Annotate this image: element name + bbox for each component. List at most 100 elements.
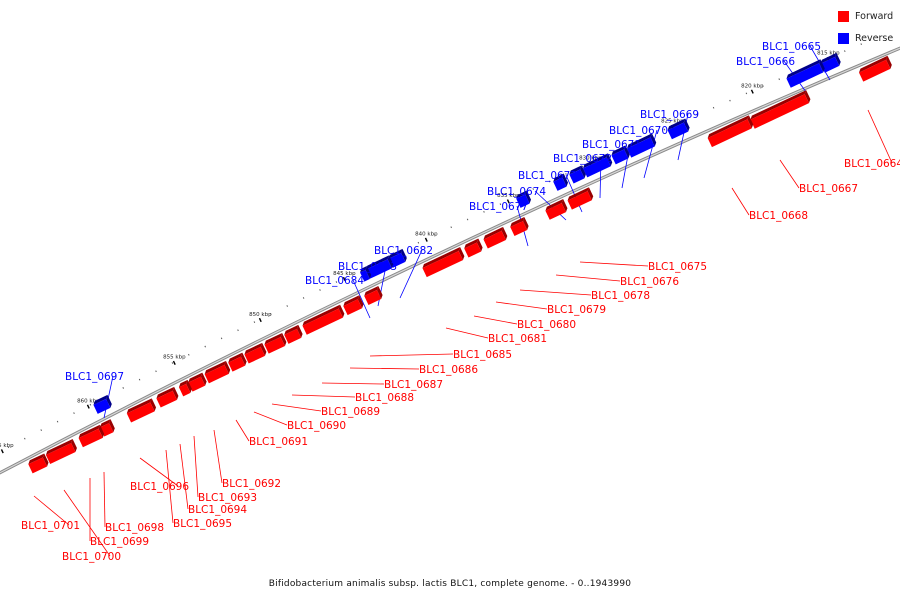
gene-BLC1_0678[interactable]: [509, 216, 530, 237]
gene-label[interactable]: BLC1_0680: [517, 319, 576, 331]
minor-tick: [237, 329, 239, 332]
gene-BLC1_0674[interactable]: [552, 173, 569, 191]
minor-tick: [40, 429, 42, 431]
gene-top-face: [820, 52, 837, 64]
gene-BLC1_0697[interactable]: [92, 394, 113, 414]
gene-BLC1_0687[interactable]: [301, 304, 345, 335]
gene-label[interactable]: BLC1_0682: [374, 245, 433, 257]
label-line: [165, 449, 174, 524]
gene-BLC1_0677[interactable]: [515, 190, 532, 208]
gene-BLC1_0664[interactable]: [858, 55, 893, 82]
gene-label[interactable]: BLC1_0666: [736, 56, 795, 68]
gene-BLC1_0683[interactable]: [365, 255, 395, 279]
gene-label[interactable]: BLC1_0667: [799, 183, 858, 195]
gene-label[interactable]: BLC1_0674: [487, 186, 546, 198]
gene-body: [464, 242, 482, 258]
gene-side-face: [172, 386, 179, 400]
minor-tick: [483, 210, 485, 213]
gene-BLC1_0681[interactable]: [421, 247, 465, 278]
gene-BLC1_0672[interactable]: [582, 153, 614, 178]
gene-label[interactable]: BLC1_0699: [90, 536, 149, 548]
gene-label[interactable]: BLC1_0689: [321, 406, 380, 418]
gene-label[interactable]: BLC1_0672: [553, 153, 612, 165]
gene-BLC1_0676[interactable]: [544, 199, 569, 220]
gene-BLC1_0680[interactable]: [463, 238, 484, 258]
gene-BLC1_0675[interactable]: [566, 187, 594, 210]
label-line: [33, 495, 70, 526]
gene-BLC1_0666[interactable]: [785, 59, 826, 88]
gene-BLC1_0695[interactable]: [155, 386, 180, 408]
gene-label[interactable]: BLC1_0678: [591, 290, 650, 302]
gene-BLC1_0665[interactable]: [819, 52, 842, 73]
minor-tick: [844, 50, 846, 53]
gene-body: [156, 390, 177, 408]
gene-label[interactable]: BLC1_0670: [609, 125, 668, 137]
gene-BLC1_0696[interactable]: [126, 398, 158, 423]
gene-BLC1_0685[interactable]: [363, 285, 384, 306]
gene-label[interactable]: BLC1_0673: [518, 170, 577, 182]
gene-label[interactable]: BLC1_0690: [287, 420, 346, 432]
gene-BLC1_0684[interactable]: [359, 266, 373, 282]
gene-label[interactable]: BLC1_0691: [249, 436, 308, 448]
gene-label[interactable]: BLC1_0693: [198, 492, 257, 504]
gene-BLC1_0701[interactable]: [27, 453, 50, 474]
gene-BLC1_0686[interactable]: [342, 295, 365, 316]
gene-top-face: [228, 352, 243, 363]
gene-label[interactable]: BLC1_0677: [469, 201, 528, 213]
gene-BLC1_0679[interactable]: [482, 226, 508, 249]
gene-top-face: [360, 266, 367, 273]
gene-label[interactable]: BLC1_0700: [62, 551, 121, 563]
gene-label[interactable]: BLC1_0688: [355, 392, 414, 404]
gene-BLC1_0668[interactable]: [706, 115, 754, 148]
gene-label[interactable]: BLC1_0676: [620, 276, 679, 288]
gene-BLC1_0699[interactable]: [77, 424, 105, 448]
minor-tick: [270, 313, 272, 315]
gene-label[interactable]: BLC1_0696: [130, 481, 189, 493]
gene-label[interactable]: BLC1_0695: [173, 518, 232, 530]
gene-label[interactable]: BLC1_0684: [305, 275, 364, 287]
label-line: [63, 489, 111, 557]
gene-label[interactable]: BLC1_0681: [488, 333, 547, 345]
gene-body: [45, 443, 76, 464]
gene-label[interactable]: BLC1_0697: [65, 371, 124, 383]
gene-label[interactable]: BLC1_0694: [188, 504, 247, 516]
gene-label[interactable]: BLC1_0692: [222, 478, 281, 490]
gene-BLC1_0667[interactable]: [749, 90, 812, 129]
gene-label[interactable]: BLC1_0671: [582, 139, 641, 151]
gene-BLC1_0669[interactable]: [666, 118, 691, 140]
label-line: [213, 429, 223, 484]
gene-BLC1_0673[interactable]: [568, 165, 587, 184]
gene-BLC1_0692[interactable]: [203, 360, 231, 384]
scale-label: 815 kbp: [817, 51, 840, 57]
gene-BLC1_0670[interactable]: [626, 133, 658, 158]
gene-BLC1_0690[interactable]: [243, 342, 268, 364]
gene-label[interactable]: BLC1_0669: [640, 109, 699, 121]
gene-label[interactable]: BLC1_0698: [105, 522, 164, 534]
gene-label[interactable]: BLC1_0687: [384, 379, 443, 391]
gene-label[interactable]: BLC1_0664: [844, 158, 900, 170]
gene-BLC1_0694[interactable]: [178, 379, 193, 397]
gene-label[interactable]: BLC1_0668: [749, 210, 808, 222]
gene-body: [178, 383, 191, 397]
gene-label[interactable]: BLC1_0686: [419, 364, 478, 376]
gene-label[interactable]: BLC1_0675: [648, 261, 707, 273]
gene-label[interactable]: BLC1_0683: [338, 261, 397, 273]
gene-label[interactable]: BLC1_0679: [547, 304, 606, 316]
gene-BLC1_0671[interactable]: [610, 145, 631, 165]
gene-label[interactable]: BLC1_0685: [453, 349, 512, 361]
gene-BLC1_0688[interactable]: [283, 324, 304, 344]
gene-side-face: [296, 324, 303, 338]
gene-body: [820, 56, 840, 73]
backbone-inner: [0, 47, 900, 474]
gene-BLC1_0689[interactable]: [263, 332, 288, 354]
gene-BLC1_0700[interactable]: [45, 439, 79, 464]
gene-top-face: [786, 59, 821, 79]
minor-tick: [696, 114, 698, 116]
gene-side-face: [624, 145, 630, 159]
gene-label[interactable]: BLC1_0701: [21, 520, 80, 532]
label-line: [139, 457, 179, 487]
gene-label[interactable]: BLC1_0665: [762, 41, 821, 53]
gene-BLC1_0691[interactable]: [227, 352, 248, 372]
gene-BLC1_0693[interactable]: [187, 372, 208, 392]
gene-top-face: [365, 255, 390, 270]
